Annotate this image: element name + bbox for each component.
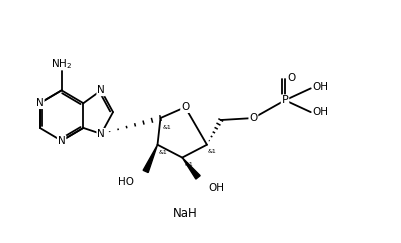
Text: OH: OH [207,183,223,193]
Text: NaH: NaH [172,208,197,220]
Polygon shape [182,157,200,179]
Text: HO: HO [117,177,134,187]
Text: NH$_2$: NH$_2$ [51,57,72,70]
Text: OH: OH [312,82,328,92]
Polygon shape [143,145,157,173]
Text: &1: &1 [207,149,216,154]
Text: &1: &1 [162,125,171,130]
Text: N: N [58,136,65,146]
Text: N: N [36,98,44,108]
Text: O: O [249,113,257,123]
Text: O: O [286,72,294,83]
Text: N: N [97,129,105,139]
Text: P: P [281,95,288,105]
Text: OH: OH [312,107,328,117]
Text: &1: &1 [158,150,167,155]
Text: N: N [97,85,105,95]
Text: &1: &1 [184,162,192,166]
Text: O: O [180,102,189,112]
